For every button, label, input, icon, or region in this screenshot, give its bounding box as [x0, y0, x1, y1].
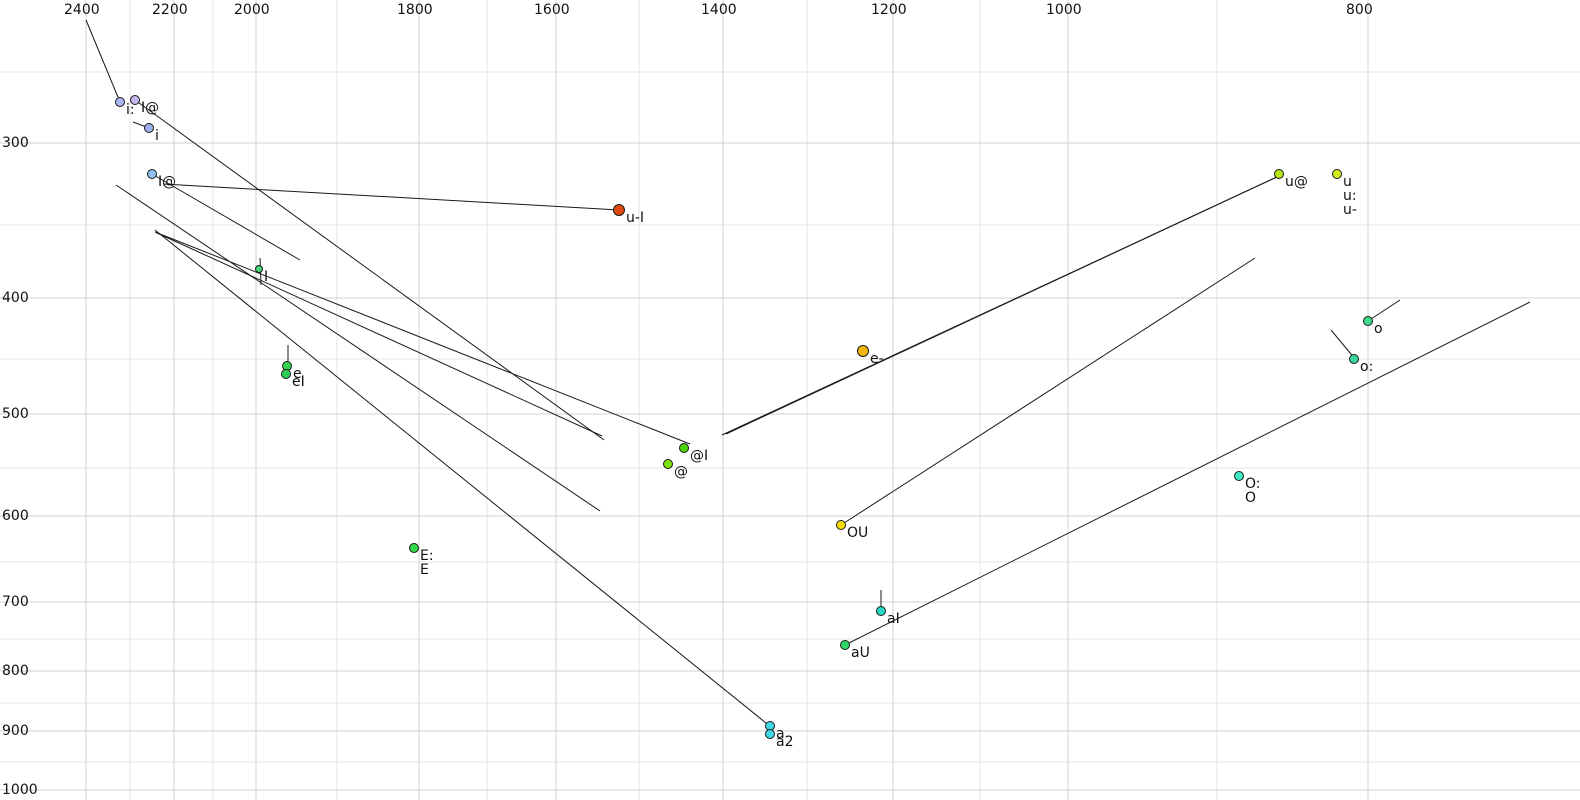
- data-point-label: i: [155, 128, 159, 144]
- y-tick-label: 1000: [2, 782, 38, 798]
- data-point-label: o:: [1360, 359, 1374, 375]
- data-point-marker: [115, 97, 125, 107]
- data-point-label: e: [293, 366, 302, 382]
- trajectory-line: [840, 257, 1256, 526]
- data-point-label: E: E: [420, 549, 434, 577]
- data-point-label-line: u: [1343, 174, 1352, 190]
- x-tick-label: 1200: [871, 2, 907, 18]
- data-point-label: aU: [851, 645, 870, 661]
- y-tick-label: 500: [2, 406, 29, 422]
- data-point-label: a2: [776, 734, 794, 750]
- y-tick-label: 700: [2, 594, 29, 610]
- trajectory-line: [156, 232, 603, 437]
- y-tick-label: 300: [2, 135, 29, 151]
- x-tick-label: 1400: [701, 2, 737, 18]
- trajectory-line: [162, 183, 620, 211]
- data-point-marker: [147, 169, 157, 179]
- data-point-label-line: u-: [1343, 202, 1357, 218]
- y-tick-label: 800: [2, 663, 29, 679]
- x-tick-label: 1000: [1046, 2, 1082, 18]
- data-point-label-line: O: [1245, 490, 1257, 506]
- data-point-label: u u: u-: [1343, 175, 1357, 217]
- trajectory-line: [151, 173, 301, 261]
- data-point-marker: [679, 443, 689, 453]
- x-tick-label: 2400: [64, 2, 100, 18]
- data-point-marker: [281, 369, 291, 379]
- data-point-label: O: O: [1245, 477, 1261, 505]
- data-point-label: a: [776, 726, 785, 742]
- trajectory-lines: [85, 19, 1531, 728]
- data-point-marker: [876, 606, 886, 616]
- data-point-marker: [840, 640, 850, 650]
- data-point-label: aI: [887, 611, 900, 627]
- trajectory-line: [154, 229, 772, 728]
- data-point-label: I@: [141, 100, 160, 116]
- trajectory-line: [1367, 299, 1401, 322]
- data-point-label: @: [674, 464, 688, 480]
- y-tick-label: 400: [2, 290, 29, 306]
- data-point-marker: [663, 459, 673, 469]
- data-point-label-line: E:: [420, 548, 434, 564]
- data-point-label: I: [264, 269, 269, 285]
- data-point-marker: [857, 345, 869, 357]
- data-point-marker: [144, 123, 154, 133]
- data-point-label: OU: [847, 525, 869, 541]
- data-point-marker: [765, 729, 775, 739]
- data-point-marker: [1349, 354, 1359, 364]
- data-point-marker: [130, 95, 140, 105]
- trajectory-line: [85, 19, 121, 103]
- data-point-marker: [1332, 169, 1342, 179]
- data-point-label-line: u:: [1343, 188, 1357, 204]
- data-point-label: o: [1374, 321, 1383, 337]
- data-point-label: I@: [158, 174, 177, 190]
- trajectory-line: [725, 175, 1280, 435]
- data-point-label-line: E: [420, 562, 429, 578]
- x-tick-label: 800: [1346, 2, 1373, 18]
- data-point-marker: [409, 543, 419, 553]
- trajectory-line: [134, 99, 605, 441]
- data-point-marker: [1363, 316, 1373, 326]
- trajectory-line: [115, 184, 601, 512]
- data-point-marker: [255, 265, 263, 273]
- data-point-label: u-I: [626, 210, 645, 226]
- trajectory-line: [154, 231, 691, 445]
- y-tick-label: 600: [2, 508, 29, 524]
- data-point-marker: [613, 204, 625, 216]
- x-tick-label: 2200: [152, 2, 188, 18]
- x-tick-label: 2000: [234, 2, 270, 18]
- data-point-label: u@: [1285, 174, 1308, 190]
- y-tick-label: 900: [2, 723, 29, 739]
- data-point-label: @I: [690, 448, 709, 464]
- x-tick-label: 1600: [534, 2, 570, 18]
- data-point-label: i:: [126, 102, 135, 118]
- trajectory-line: [844, 301, 1531, 646]
- data-point-marker: [836, 520, 846, 530]
- x-tick-label: 1800: [397, 2, 433, 18]
- data-point-label-line: O:: [1245, 476, 1261, 492]
- data-point-label: e-: [870, 351, 884, 367]
- data-point-marker: [1234, 471, 1244, 481]
- data-point-marker: [1274, 169, 1284, 179]
- data-point-label: eI: [292, 374, 305, 390]
